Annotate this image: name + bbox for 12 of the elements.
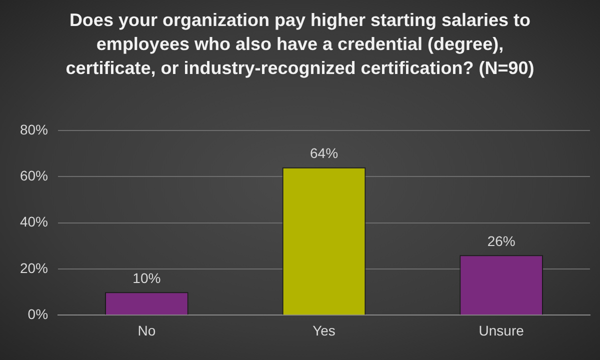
- y-tick-label: 40%: [20, 214, 48, 230]
- y-tick-label: 80%: [20, 121, 48, 138]
- x-tick-label: No: [138, 322, 156, 338]
- y-tick-label: 20%: [20, 260, 48, 276]
- x-tick-label: Unsure: [478, 322, 524, 338]
- x-tick-label: Yes: [312, 322, 336, 338]
- y-tick-label: 0%: [28, 306, 48, 322]
- data-label: 26%: [487, 233, 516, 249]
- y-tick-label: 60%: [20, 167, 48, 184]
- chart-title: Does your organization pay higher starting salaries to employees who also have a credential (degree), certificate, or industry-recognized certification? (N=90): [64, 9, 536, 80]
- data-label: 64%: [310, 145, 338, 162]
- data-label: 10%: [132, 270, 161, 286]
